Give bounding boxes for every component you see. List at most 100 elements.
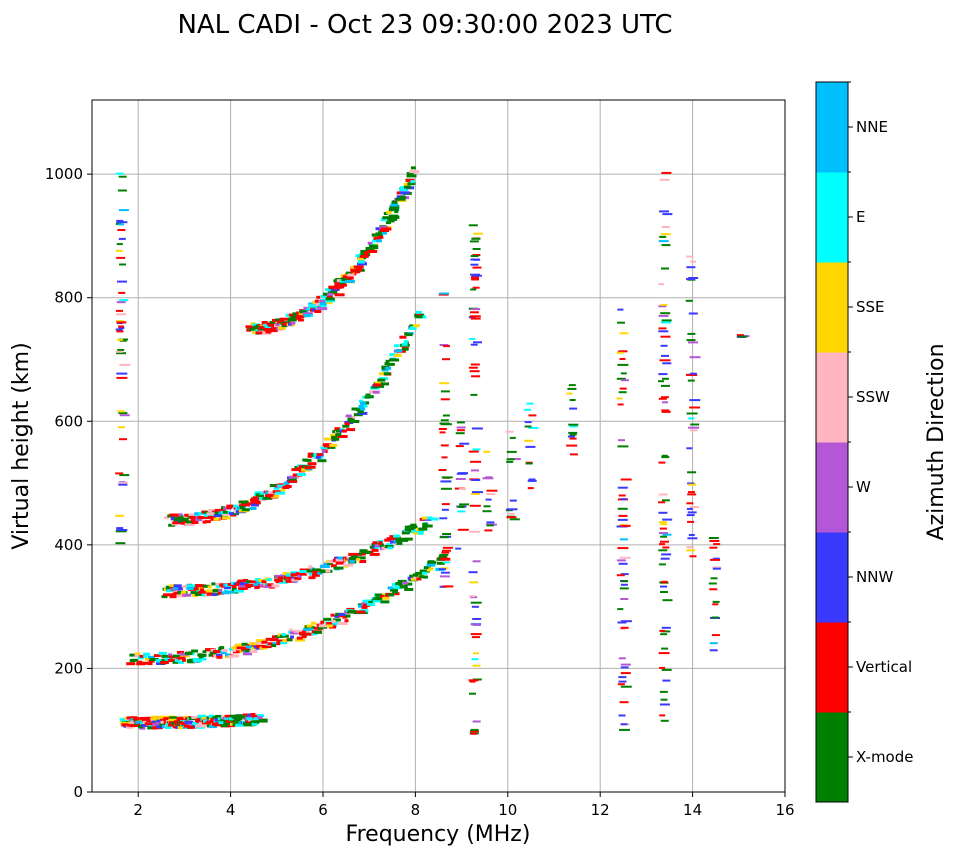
echo-point [471, 237, 481, 240]
echo-point [428, 560, 435, 564]
echo-point [205, 721, 213, 725]
echo-point [658, 652, 670, 655]
echo-point [471, 308, 481, 311]
echo-point [329, 443, 338, 447]
echo-point [506, 508, 518, 511]
echo-point [177, 726, 184, 730]
echo-point [619, 728, 630, 731]
echo-point [267, 493, 274, 497]
echo-point [470, 623, 481, 626]
echo-point [616, 397, 623, 400]
echo-point [275, 323, 280, 327]
echo-point [459, 442, 470, 445]
echo-point [686, 339, 696, 342]
echo-point [390, 540, 396, 544]
echo-point [371, 548, 379, 552]
echo-point [288, 322, 292, 326]
echo-point [380, 594, 385, 598]
echo-point [267, 583, 274, 587]
echo-point [276, 642, 281, 646]
echo-point [509, 436, 516, 439]
echo-point [618, 514, 628, 517]
echo-point [220, 508, 226, 512]
echo-point [272, 318, 278, 322]
echo-point [658, 240, 669, 243]
echo-point [686, 412, 698, 415]
echo-point [569, 453, 578, 456]
echo-point [193, 587, 201, 591]
echo-point [660, 344, 668, 347]
echo-point [353, 265, 364, 269]
echo-point [117, 481, 128, 484]
echo-point [232, 650, 240, 654]
echo-point [257, 716, 263, 720]
echo-point [618, 494, 626, 497]
echo-point [686, 266, 696, 269]
echo-point [473, 652, 479, 655]
echo-point [392, 590, 399, 594]
echo-point [152, 723, 162, 727]
echo-point [470, 732, 477, 735]
y-tick-label: 0 [73, 783, 83, 801]
colorbar-swatch-e [816, 172, 848, 263]
echo-point [159, 723, 165, 727]
echo-point [439, 536, 449, 539]
echo-point [468, 450, 479, 453]
echo-point [248, 327, 255, 331]
echo-point [617, 403, 624, 406]
echo-point [471, 658, 479, 661]
echo-point [280, 488, 286, 492]
x-tick-label: 16 [775, 801, 794, 819]
echo-point [334, 293, 345, 297]
echo-point [358, 405, 364, 408]
echo-point [685, 299, 693, 302]
echo-point [225, 653, 231, 657]
echo-point [183, 724, 194, 728]
echo-point [328, 285, 337, 289]
echo-point [295, 638, 306, 642]
echo-point [209, 720, 214, 723]
echo-point [307, 452, 314, 456]
echo-point [441, 456, 448, 459]
echo-point [308, 565, 313, 569]
echo-point [359, 254, 369, 258]
echo-point [405, 333, 413, 337]
echo-point [409, 574, 415, 578]
echo-point [307, 462, 317, 466]
echo-point [617, 486, 628, 489]
echo-point [117, 410, 126, 413]
echo-point [255, 501, 261, 505]
echo-point [660, 335, 671, 338]
echo-point [470, 343, 478, 346]
echo-point [232, 723, 238, 727]
echo-point [375, 227, 381, 231]
echo-point [178, 660, 184, 664]
echo-point [270, 329, 278, 333]
echo-point [207, 515, 216, 519]
echo-point [116, 301, 126, 304]
echo-point [661, 647, 669, 650]
echo-point [407, 182, 416, 186]
echo-point [290, 321, 296, 325]
echo-point [659, 690, 668, 693]
echo-point [156, 725, 164, 729]
echo-point [383, 212, 388, 215]
echo-point [116, 352, 126, 355]
echo-point [194, 593, 203, 596]
echo-point [620, 666, 629, 669]
y-axis-ticks: 0 200 400 600 800 1000 [45, 165, 92, 801]
echo-point [661, 553, 672, 556]
echo-point [224, 590, 235, 594]
echo-point [359, 560, 367, 563]
echo-point [617, 507, 628, 510]
echo-point [304, 466, 312, 470]
echo-point [373, 236, 381, 240]
echo-point [341, 429, 347, 433]
echo-point [472, 720, 481, 723]
echo-point [234, 589, 244, 593]
echo-point [617, 445, 629, 448]
echo-point [439, 575, 450, 578]
echo-point [118, 325, 125, 328]
echo-point [304, 458, 312, 462]
echo-point [440, 444, 449, 447]
